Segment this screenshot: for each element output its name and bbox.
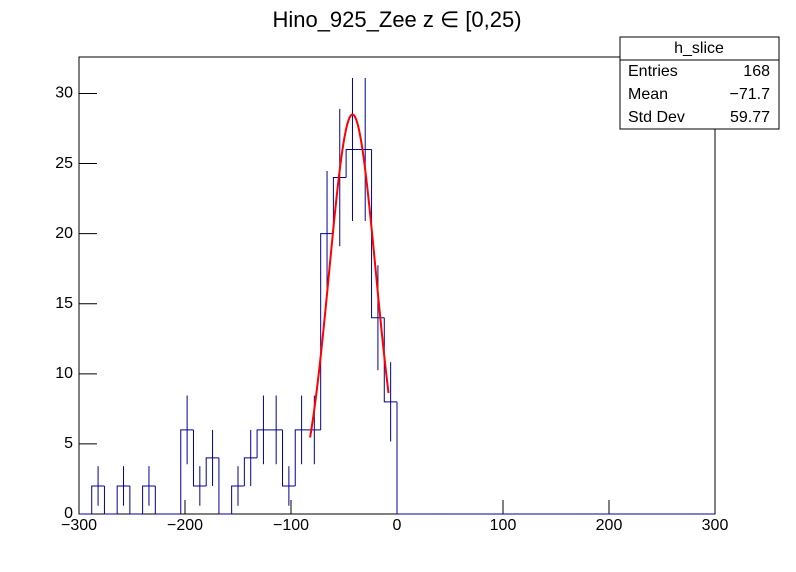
x-tick-label: −100: [273, 517, 309, 534]
histogram-bin: [256, 429, 270, 458]
histogram-bin: [396, 401, 410, 515]
stats-value: 168: [743, 63, 770, 80]
x-tick-label: 200: [596, 517, 623, 534]
x-tick-label: −200: [167, 517, 203, 534]
stats-frame: [619, 36, 780, 130]
y-tick-label: 0: [64, 505, 73, 522]
x-tick-label: 300: [702, 517, 729, 534]
histogram-bin: [154, 485, 169, 515]
histogram-bin: [205, 457, 219, 486]
histogram-bin: [91, 485, 105, 514]
histogram-bin: [332, 177, 347, 234]
histogram-bin: [282, 429, 296, 487]
stats-label: Mean: [628, 86, 668, 103]
y-tick-label: 25: [55, 155, 73, 172]
y-tick-label: 15: [55, 295, 73, 312]
histogram-bin: [180, 429, 194, 514]
y-tick-label: 20: [55, 225, 73, 242]
chart-title: Hino_925_Zee z ∈ [0,25): [272, 7, 521, 32]
x-tick-label: 0: [393, 517, 402, 534]
x-tick-label: −300: [61, 517, 97, 534]
stats-value: 59.77: [730, 109, 770, 126]
histogram-bin: [231, 485, 245, 514]
stats-label: Std Dev: [628, 109, 685, 126]
histogram-bin: [218, 457, 232, 515]
histogram-bin: [129, 485, 143, 515]
x-tick-label: 100: [490, 517, 517, 534]
stats-box: h_slice: [619, 36, 780, 130]
y-tick-label: 5: [64, 435, 73, 452]
histogram-bin: [294, 429, 308, 486]
y-tick-label: 30: [55, 85, 73, 102]
histogram-bin: [192, 429, 207, 487]
y-tick-label: 10: [55, 365, 73, 382]
histogram-bin: [116, 485, 130, 514]
histogram-bin: [103, 485, 118, 515]
stats-title: h_slice: [674, 40, 724, 57]
stats-label: Entries: [628, 63, 678, 80]
histogram-bin: [345, 149, 359, 178]
histogram-bin: [142, 485, 156, 514]
fit-curve: [309, 113, 390, 438]
stats-value: −71.7: [730, 86, 771, 103]
histogram-bin: [243, 457, 258, 486]
histogram-bin: [383, 317, 397, 403]
